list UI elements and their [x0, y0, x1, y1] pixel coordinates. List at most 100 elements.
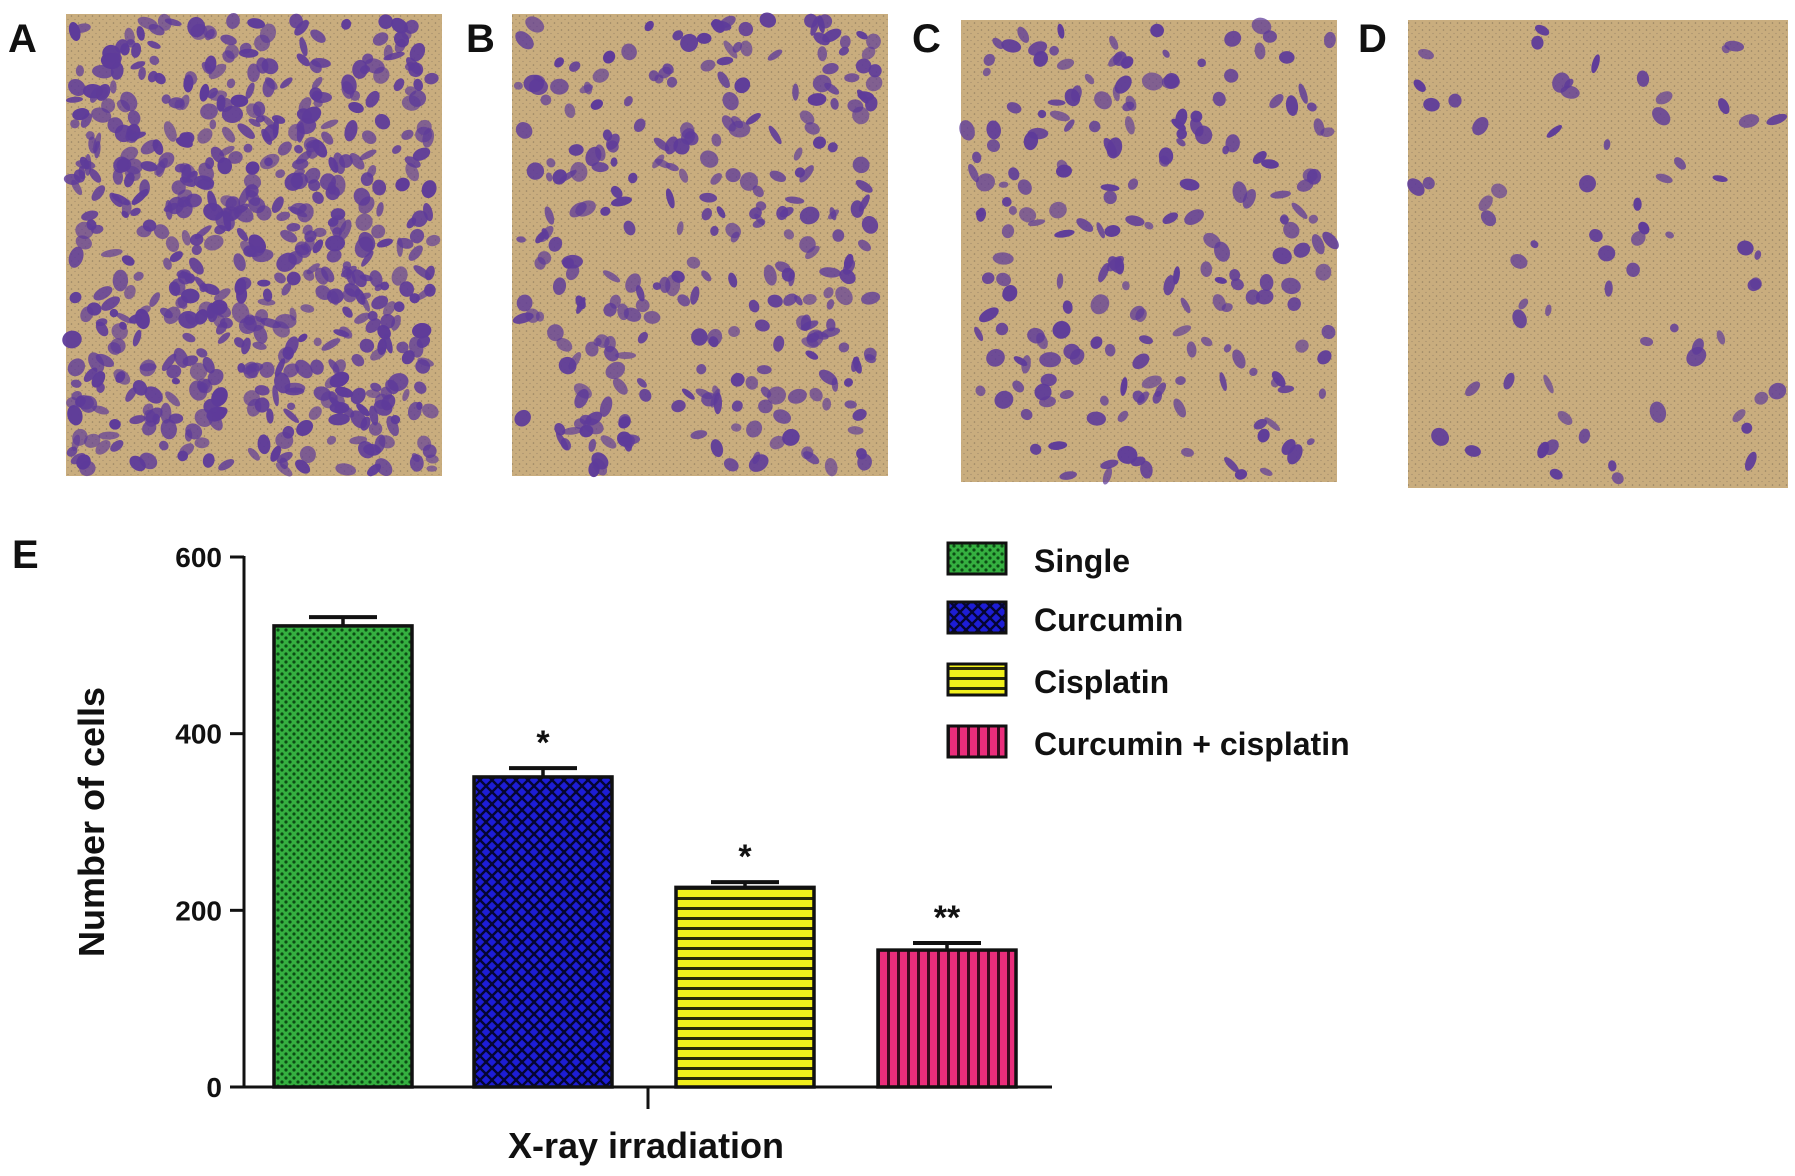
stained-cell: [422, 403, 439, 419]
stained-cell: [1103, 137, 1117, 157]
stained-cell: [767, 49, 783, 61]
stained-cell: [844, 400, 857, 409]
stained-cell: [541, 228, 549, 240]
stained-cell: [399, 281, 415, 297]
stained-cell: [863, 347, 877, 361]
stained-cell: [313, 227, 327, 238]
stained-cell: [1180, 297, 1191, 314]
stained-cell: [1465, 381, 1481, 397]
stained-cell: [328, 413, 350, 426]
stained-cell: [160, 402, 172, 424]
stained-cell: [160, 418, 177, 440]
stained-cell: [404, 86, 417, 96]
stained-cell: [1056, 159, 1068, 172]
stained-cell: [182, 332, 196, 343]
stained-cell: [625, 273, 641, 293]
stained-cell: [635, 285, 645, 302]
stained-cell: [197, 128, 213, 144]
stained-cell: [255, 309, 269, 323]
stained-cell: [1306, 438, 1315, 446]
stained-cell: [351, 269, 367, 288]
stained-cell: [299, 37, 308, 57]
stained-cell: [1019, 207, 1037, 223]
stained-cell: [294, 144, 303, 154]
stained-cell: [361, 292, 372, 300]
stained-cell: [1686, 346, 1707, 367]
stained-cell: [1281, 277, 1301, 295]
stained-cell: [652, 154, 665, 169]
stained-cell: [409, 336, 424, 358]
stained-cell: [554, 423, 566, 436]
stained-cell: [341, 18, 352, 30]
stained-cell: [974, 326, 984, 342]
stained-cell: [569, 202, 587, 218]
stained-cell: [157, 13, 172, 31]
stained-cell: [633, 118, 646, 133]
stained-cell: [610, 185, 623, 199]
stained-cell: [1098, 262, 1110, 283]
stained-cell: [1255, 289, 1274, 305]
stained-cell: [1269, 94, 1284, 109]
stained-cell: [643, 310, 661, 324]
stained-cell: [1049, 45, 1059, 56]
stained-cell: [376, 238, 393, 248]
stained-cell: [826, 299, 835, 310]
stained-cell: [700, 59, 716, 72]
stained-cell: [1491, 183, 1508, 199]
stained-cell: [588, 438, 597, 452]
stained-cell: [68, 22, 81, 41]
stained-cell: [1546, 125, 1562, 138]
significance-label: *: [738, 838, 752, 876]
stained-cell: [199, 83, 210, 102]
stained-cell: [852, 156, 870, 174]
stained-cell: [262, 288, 273, 302]
stained-cell: [852, 408, 867, 421]
stained-cell: [85, 131, 95, 140]
stained-cell: [297, 333, 308, 343]
stained-cell: [73, 169, 86, 183]
stained-cell: [139, 363, 157, 372]
stained-cell: [411, 210, 428, 228]
stained-cell: [1291, 202, 1308, 219]
stained-cell: [407, 401, 422, 421]
stained-cell: [662, 63, 674, 75]
stained-cell: [1257, 428, 1270, 443]
stained-cell: [354, 312, 371, 324]
stained-cell: [226, 78, 236, 89]
stained-cell: [868, 64, 882, 78]
stained-cell: [147, 40, 161, 49]
stained-cell: [98, 431, 120, 440]
stained-cell: [1008, 167, 1020, 181]
stained-cell: [758, 399, 773, 414]
stained-cell: [1113, 51, 1127, 66]
stained-cell: [1037, 109, 1047, 119]
stained-cell: [380, 281, 390, 291]
stained-cell: [231, 302, 250, 324]
stained-cell: [832, 229, 845, 242]
stained-cell: [1287, 444, 1303, 465]
stained-cell: [259, 361, 275, 378]
stained-cell: [404, 156, 421, 168]
stained-cell: [665, 188, 675, 209]
stained-cell: [189, 233, 204, 246]
stained-cell: [768, 125, 782, 145]
stained-cell: [365, 90, 380, 108]
y-tick-label: 200: [175, 895, 222, 926]
stained-cell: [799, 110, 815, 125]
stained-cell: [1640, 336, 1654, 347]
stained-cell: [1407, 178, 1425, 196]
stained-cell: [68, 78, 86, 97]
stained-cell: [202, 453, 215, 468]
stained-cell: [1017, 26, 1030, 43]
stained-cell: [304, 167, 321, 184]
stained-cell: [515, 122, 533, 139]
stained-cell: [1318, 388, 1327, 399]
stained-cell: [534, 257, 546, 270]
stained-cells: [62, 13, 441, 477]
stained-cell: [1017, 179, 1032, 195]
stained-cell: [773, 409, 792, 424]
stained-cell: [223, 210, 232, 232]
y-tick-label: 0: [206, 1072, 222, 1103]
stained-cell: [680, 33, 699, 52]
